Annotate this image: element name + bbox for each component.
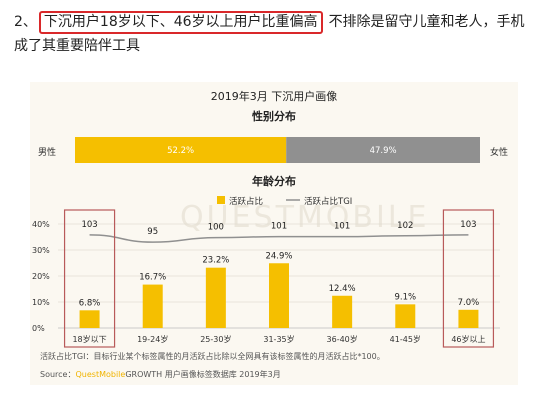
gender-subtitle: 性别分布: [252, 109, 296, 123]
article-heading: 2、 下沉用户18岁以下、46岁以上用户比重偏高 不排除是留守儿童和老人，手机成了其…: [14, 10, 538, 58]
gender-value-label: 52.2%: [167, 146, 194, 156]
gender-bar-female: [286, 137, 480, 163]
y-tick-label: 0%: [32, 324, 45, 333]
gender-male-label: 男性: [38, 146, 56, 158]
source-line: Source：QuestMobileGROWTH 用户画像标签数据库 2019年…: [40, 369, 281, 380]
age-subtitle: 年龄分布: [252, 174, 296, 188]
gender-bars: 52.2% 47.9%: [75, 137, 480, 163]
legend-bar-label: 活跃占比: [229, 196, 263, 207]
bar-3: [269, 263, 289, 328]
x-tick-label: 25-30岁: [200, 334, 231, 344]
x-tick-label: 46岁以上: [451, 334, 485, 344]
tgi-value-label: 101: [334, 222, 350, 232]
tgi-value-label: 103: [81, 220, 97, 230]
heading-highlight: 下沉用户18岁以下、46岁以上用户比重偏高: [38, 11, 323, 34]
tgi-value-label: 95: [147, 227, 158, 237]
heading-rest: 不排除是留守儿童和老人，手机成了其重要陪伴工具: [14, 14, 525, 54]
chart-title: 2019年3月 下沉用户画像: [211, 89, 338, 103]
gender-bar-male: [75, 137, 287, 163]
bar-value-label: 12.4%: [329, 284, 356, 294]
bar-2: [205, 267, 226, 328]
source-brand: QuestMobile: [75, 370, 126, 379]
y-tick-label: 40%: [32, 220, 50, 229]
bar-value-label: 24.9%: [265, 251, 292, 261]
source-label: Source：: [40, 370, 76, 379]
legend-line-label: 活跃占比TGI: [304, 196, 352, 207]
bar-value-label: 9.1%: [394, 292, 416, 302]
y-tick-label: 20%: [32, 272, 50, 281]
chart-card: QUESTMOBILE 2019年3月 下沉用户画像 性别分布 男性 女性 52…: [30, 82, 518, 385]
bar-4: [332, 295, 353, 328]
watermark: QUESTMOBILE: [180, 200, 430, 235]
highlight-bracket: [63, 209, 116, 348]
source-text: GROWTH 用户画像标签数据库 2019年3月: [125, 370, 281, 379]
bar-1: [142, 284, 163, 328]
x-tick-label: 18岁以下: [72, 334, 106, 344]
highlight-bracket: [442, 209, 495, 348]
chart-svg: QUESTMOBILE 2019年3月 下沉用户画像 性别分布 男性 女性 52…: [32, 89, 508, 348]
tgi-line: [89, 234, 469, 243]
footnote: 活跃占比TGI：目标行业某个标签属性的月活跃占比除以全网具有该标签属性的月活跃占…: [40, 352, 385, 361]
tgi-value-label: 103: [460, 220, 476, 230]
x-tick-label: 31-35岁: [263, 334, 294, 344]
y-tick-label: 30%: [32, 246, 50, 255]
bar-value-label: 23.2%: [202, 256, 229, 266]
legend-bar-swatch: [217, 196, 225, 204]
x-tick-label: 19-24岁: [137, 334, 168, 344]
x-tick-label: 36-40岁: [327, 334, 358, 344]
gender-female-label: 女性: [490, 146, 508, 158]
age-chart: 0% 10% 20% 30% 40% 6.8% 18岁以下 16.7% 19-24岁 23.2% 2…: [32, 209, 500, 348]
heading-number: 2、: [14, 14, 37, 30]
gender-value-label: 47.9%: [370, 146, 397, 156]
bar-5: [395, 304, 416, 328]
x-tick-label: 41-45岁: [390, 334, 421, 344]
tgi-value-label: 100: [208, 223, 224, 233]
tgi-value-label: 102: [397, 221, 413, 231]
bar-0: [79, 310, 100, 328]
bar-value-label: 16.7%: [139, 273, 166, 283]
bar-6: [458, 309, 479, 328]
tgi-value-label: 101: [271, 222, 287, 232]
y-tick-label: 10%: [32, 298, 50, 307]
bar-value-label: 7.0%: [458, 298, 480, 308]
legend: 活跃占比 活跃占比TGI: [217, 196, 352, 207]
bar-value-label: 6.8%: [79, 298, 101, 308]
